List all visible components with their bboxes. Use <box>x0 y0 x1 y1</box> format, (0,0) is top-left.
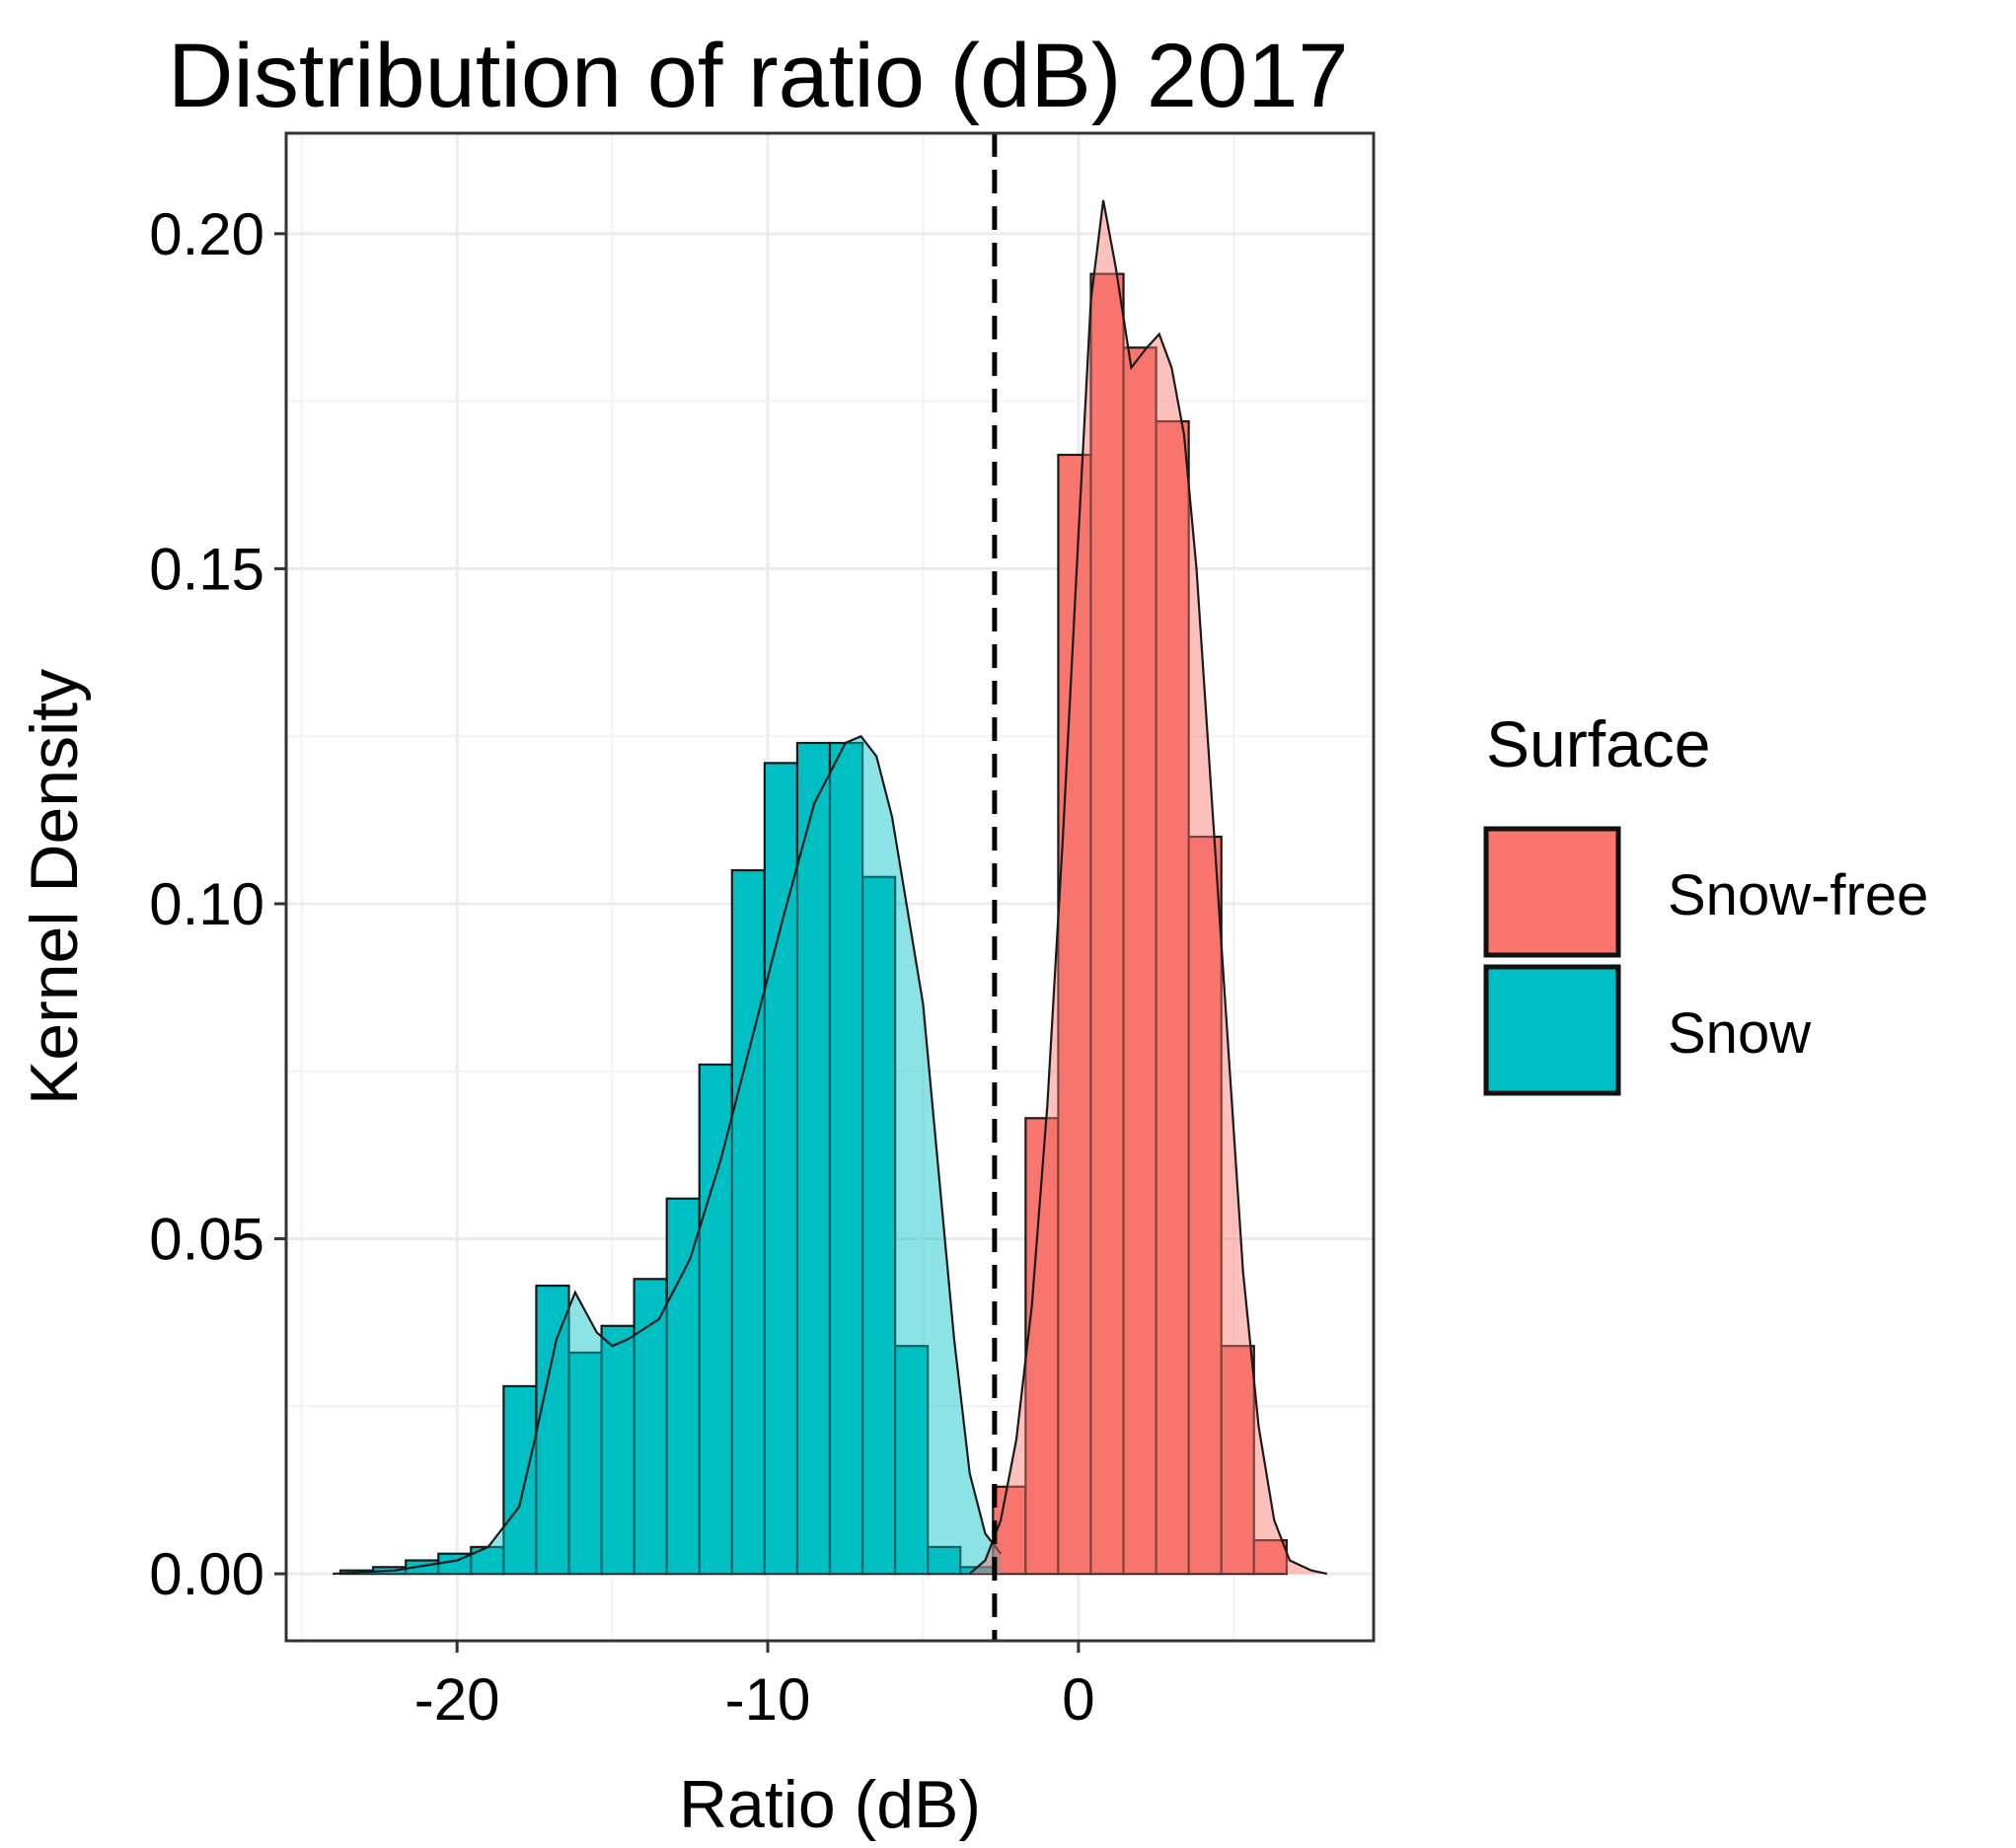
histogram-bar-snow <box>502 1384 538 1576</box>
plot-border <box>284 131 1376 1643</box>
chart-title: Distribution of ratio (dB) 2017 <box>168 26 1349 126</box>
histogram-bar-snow <box>600 1324 635 1576</box>
legend: Surface Snow-free Snow <box>1483 707 1928 1096</box>
y-tick-label: 0.05 <box>149 1207 264 1273</box>
histogram-bar-snow <box>698 1063 733 1576</box>
histogram-bar-snow-free <box>1220 1345 1255 1576</box>
histogram-bar-snow <box>665 1197 701 1576</box>
y-axis-label: Kernel Density <box>17 669 92 1105</box>
x-tick-label: -10 <box>725 1666 811 1733</box>
histogram-bar-snow <box>860 875 897 1576</box>
histogram-bar-snow <box>763 762 799 1576</box>
histogram-bar-snow-free <box>1155 419 1190 1576</box>
y-tick-label: 0.20 <box>149 201 264 267</box>
histogram-bar-snow <box>535 1284 570 1576</box>
histogram-snow-free <box>992 272 1288 1576</box>
legend-key-snow <box>1483 964 1621 1096</box>
x-tick-label: -20 <box>414 1666 500 1733</box>
y-tick-label: 0.15 <box>149 536 264 602</box>
density-area-snow <box>333 736 1002 1575</box>
legend-label-snow-free: Snow-free <box>1668 863 1928 927</box>
x-axis-label: Ratio (dB) <box>679 1767 981 1842</box>
density-area-snow-free <box>969 199 1327 1575</box>
x-tick-label: 0 <box>1062 1666 1094 1733</box>
histogram-bar-snow-free <box>1057 453 1092 1576</box>
y-tick-label: 0.10 <box>149 871 264 937</box>
histogram-bar-snow-free <box>1252 1539 1288 1576</box>
histogram-bar-snow <box>795 741 832 1576</box>
y-axis-ticks: 0.00 0.05 0.10 0.15 0.20 <box>149 201 286 1607</box>
histogram-bar-snow <box>894 1345 930 1576</box>
legend-key-snow-free <box>1483 826 1621 958</box>
density-line-snow <box>333 734 1003 1576</box>
histogram-bar-snow <box>927 1545 962 1576</box>
legend-title: Surface <box>1486 707 1710 780</box>
histogram-bar-snow-free <box>1089 272 1125 1576</box>
density-line-snow-free <box>968 199 1328 1576</box>
histogram-snow <box>339 741 995 1576</box>
histogram-bar-snow-free <box>1187 835 1223 1576</box>
histogram-bar-snow <box>828 741 864 1576</box>
histogram-bar-snow <box>730 868 766 1576</box>
y-tick-label: 0.00 <box>149 1541 264 1607</box>
density-curves <box>333 199 1328 1576</box>
legend-label-snow: Snow <box>1668 1001 1812 1066</box>
x-axis-ticks: -20 -10 0 <box>414 1641 1095 1733</box>
